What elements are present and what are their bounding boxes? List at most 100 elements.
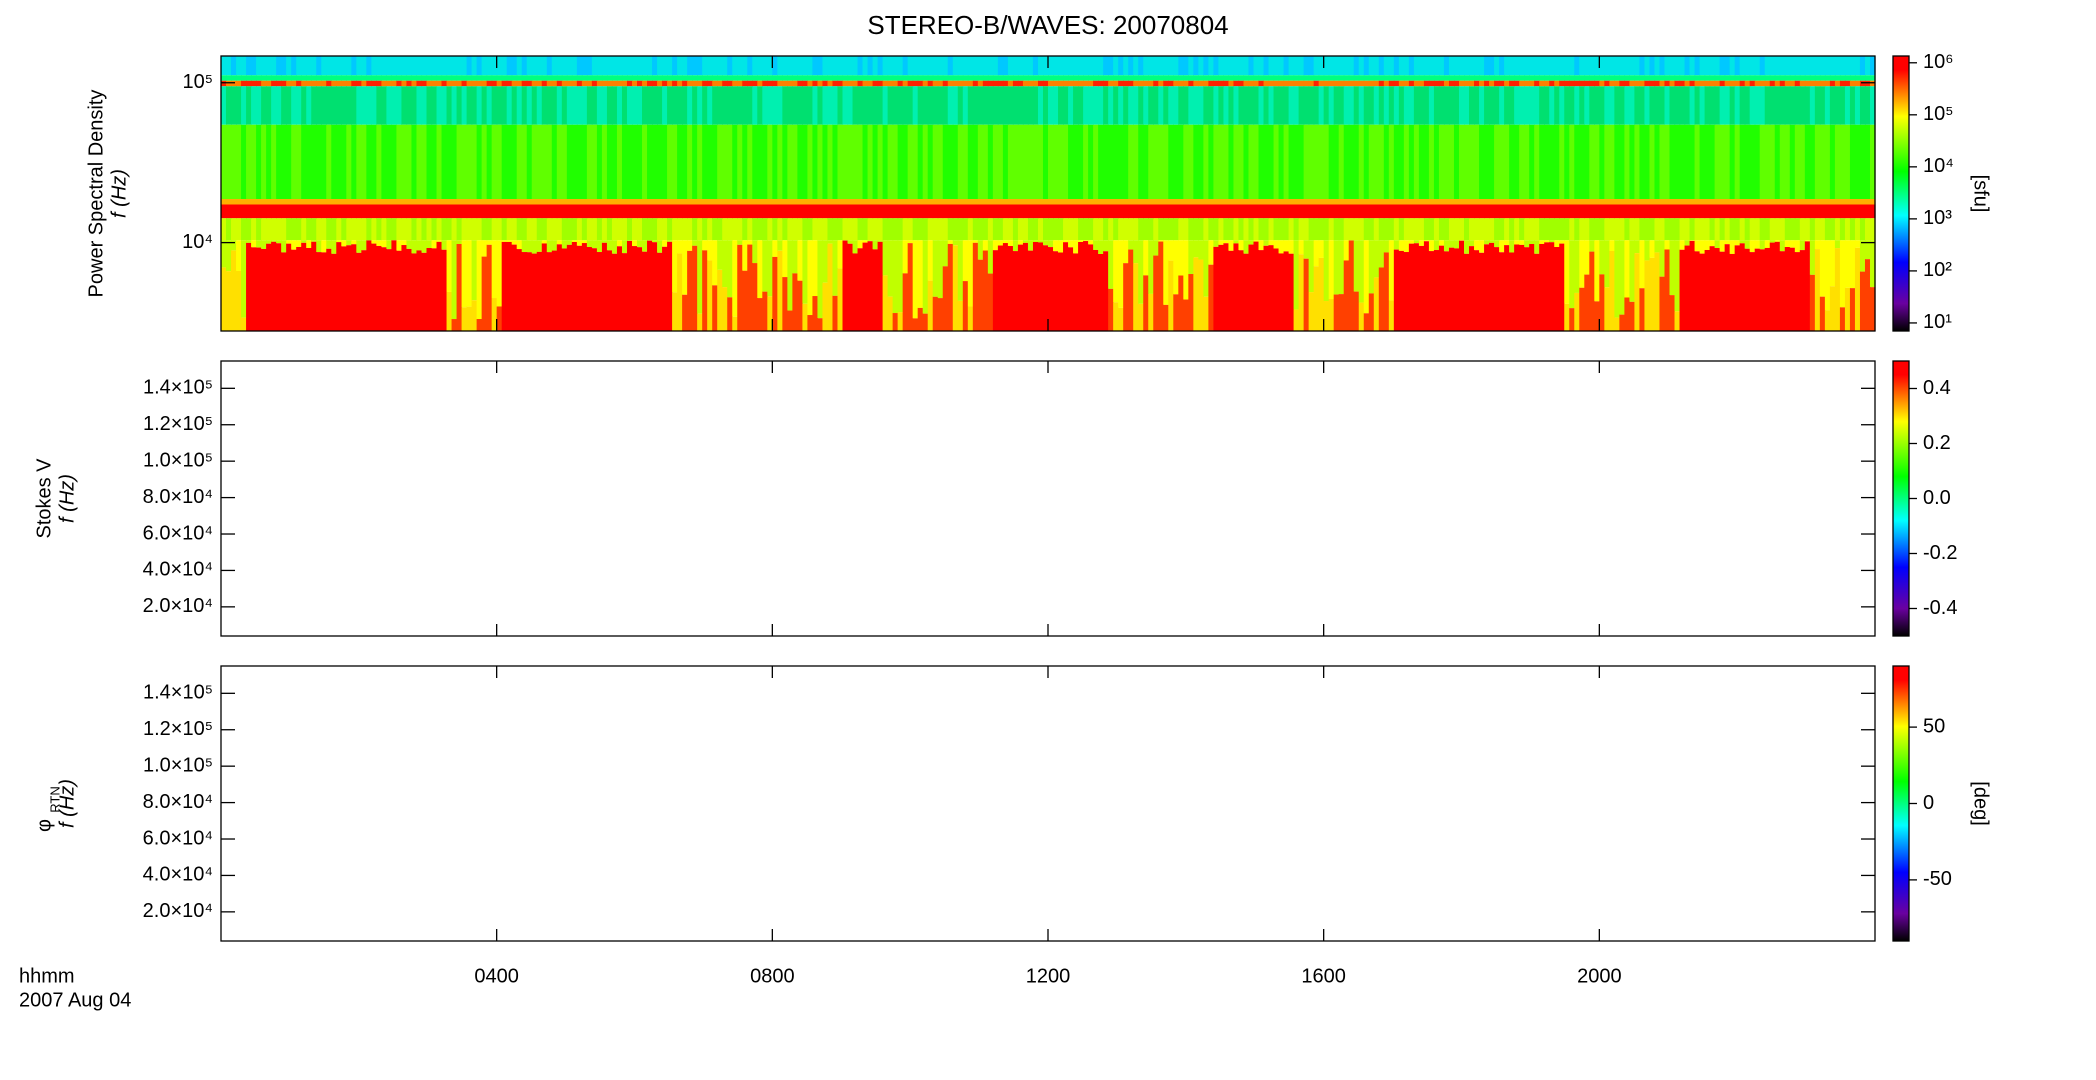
texture-cell bbox=[1403, 124, 1410, 199]
texture-cell bbox=[1574, 292, 1580, 331]
texture-cell bbox=[1624, 75, 1631, 81]
texture-cell bbox=[1228, 86, 1235, 125]
texture-cell bbox=[576, 204, 583, 219]
texture-cell bbox=[1438, 218, 1445, 241]
texture-cell bbox=[662, 218, 668, 241]
texture-cell bbox=[1243, 218, 1250, 241]
texture-cell bbox=[561, 199, 568, 205]
texture-cell bbox=[972, 80, 979, 87]
texture-cell bbox=[1519, 240, 1525, 245]
texture-cell bbox=[1303, 75, 1310, 81]
texture-cell bbox=[1844, 86, 1851, 125]
texture-cell bbox=[1754, 204, 1761, 219]
texture-cell bbox=[1353, 56, 1360, 76]
texture-cell bbox=[1679, 56, 1686, 76]
texture-cell bbox=[722, 80, 728, 87]
texture-cell bbox=[341, 218, 347, 241]
texture-cell bbox=[291, 249, 297, 331]
texture-cell bbox=[1659, 276, 1666, 331]
texture-cell bbox=[1499, 240, 1505, 253]
texture-cell bbox=[1063, 56, 1069, 76]
texture-cell bbox=[1088, 124, 1094, 199]
texture-cell bbox=[321, 204, 327, 219]
texture-cell bbox=[1469, 240, 1475, 247]
texture-cell bbox=[717, 86, 723, 125]
texture-cell bbox=[787, 310, 793, 331]
texture-cell bbox=[1699, 124, 1706, 199]
texture-cell bbox=[702, 75, 708, 81]
texture-cell bbox=[416, 199, 423, 205]
texture-cell bbox=[491, 124, 498, 199]
texture-cell bbox=[331, 86, 337, 125]
texture-cell bbox=[837, 268, 844, 331]
texture-cell bbox=[782, 218, 788, 241]
texture-cell bbox=[1048, 124, 1054, 199]
texture-cell bbox=[1323, 86, 1330, 125]
texture-cell bbox=[762, 218, 768, 241]
texture-cell bbox=[281, 86, 287, 125]
texture-cell bbox=[1188, 56, 1194, 76]
texture-cell bbox=[516, 86, 523, 125]
texture-cell bbox=[596, 218, 603, 241]
texture-cell bbox=[491, 199, 498, 205]
texture-cell bbox=[1143, 218, 1149, 241]
texture-cell bbox=[471, 75, 478, 81]
texture-cell bbox=[1529, 204, 1535, 219]
texture-cell bbox=[626, 124, 633, 199]
texture-cell bbox=[1042, 204, 1049, 219]
texture-cell bbox=[401, 75, 408, 81]
texture-cell bbox=[882, 240, 889, 276]
texture-cell bbox=[586, 56, 593, 76]
texture-cell bbox=[882, 218, 889, 241]
texture-cell bbox=[1348, 199, 1355, 205]
texture-cell bbox=[1273, 80, 1280, 87]
texture-cell bbox=[1794, 218, 1801, 241]
texture-cell bbox=[416, 218, 423, 241]
texture-cell bbox=[1358, 302, 1365, 331]
texture-cell bbox=[1569, 56, 1575, 76]
texture-cell bbox=[306, 86, 312, 125]
texture-cell bbox=[837, 124, 844, 199]
texture-cell bbox=[1544, 86, 1550, 125]
texture-cell bbox=[351, 56, 357, 76]
texture-cell bbox=[747, 75, 753, 81]
texture-cell bbox=[1744, 199, 1751, 205]
texture-cell bbox=[1479, 204, 1485, 219]
texture-cell bbox=[727, 56, 733, 76]
texture-cell bbox=[466, 199, 473, 205]
texture-cell bbox=[1494, 240, 1500, 248]
texture-cell bbox=[541, 240, 548, 244]
texture-cell bbox=[1298, 254, 1305, 331]
texture-cell bbox=[596, 80, 603, 87]
texture-cell bbox=[511, 244, 518, 331]
texture-cell bbox=[1654, 218, 1661, 241]
texture-cell bbox=[1373, 204, 1380, 219]
texture-cell bbox=[642, 86, 648, 125]
texture-cell bbox=[1599, 218, 1605, 241]
texture-cell bbox=[536, 218, 543, 241]
texture-cell bbox=[226, 75, 232, 81]
texture-cell bbox=[331, 218, 337, 241]
texture-cell bbox=[471, 80, 478, 87]
texture-cell bbox=[501, 241, 508, 331]
texture-cell bbox=[1183, 56, 1189, 76]
texture-cell bbox=[616, 246, 623, 331]
texture-cell bbox=[772, 218, 778, 241]
texture-cell bbox=[1088, 75, 1094, 81]
texture-cell bbox=[1514, 75, 1520, 81]
texture-cell bbox=[1173, 240, 1179, 295]
x-tick-label: 1600 bbox=[1301, 965, 1346, 987]
texture-cell bbox=[1128, 249, 1134, 331]
texture-cell bbox=[637, 247, 643, 331]
texture-cell bbox=[1734, 124, 1741, 199]
texture-cell bbox=[782, 199, 788, 205]
texture-cell bbox=[687, 218, 693, 241]
texture-cell bbox=[1689, 80, 1696, 87]
texture-cell bbox=[446, 56, 453, 76]
texture-cell bbox=[1348, 75, 1355, 81]
texture-cell bbox=[1764, 247, 1771, 331]
texture-cell bbox=[757, 56, 763, 76]
texture-cell bbox=[827, 204, 834, 219]
texture-cell bbox=[1348, 86, 1355, 125]
texture-cell bbox=[1458, 80, 1465, 87]
